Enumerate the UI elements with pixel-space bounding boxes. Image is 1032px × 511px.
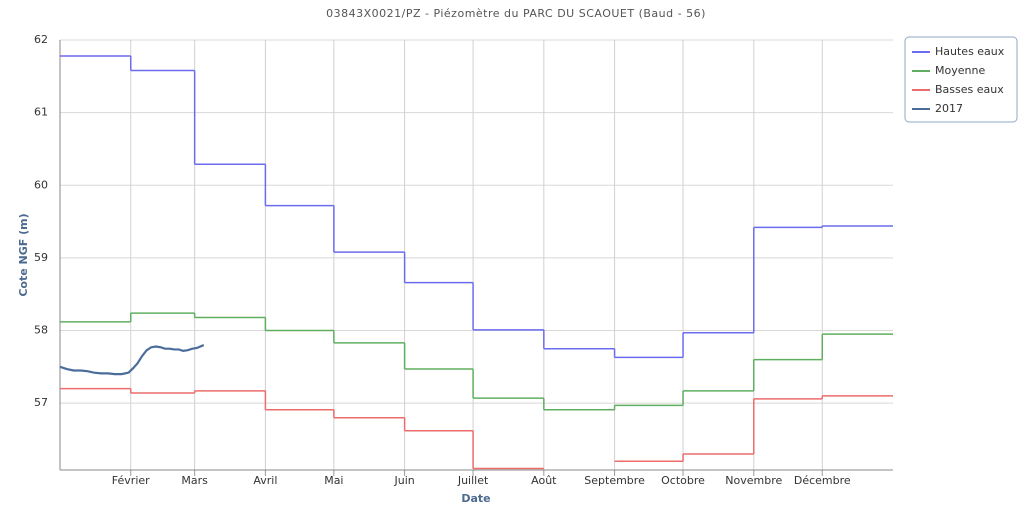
legend-label: Basses eaux	[935, 83, 1004, 96]
x-tick-label: Septembre	[584, 474, 645, 487]
series-line	[59, 344, 205, 376]
legend-label: Moyenne	[935, 64, 985, 77]
x-tick-label: Avril	[253, 474, 277, 487]
x-tick-label: Août	[531, 474, 557, 487]
x-tick-label: Mai	[324, 474, 343, 487]
x-tick-label: Décembre	[794, 474, 851, 487]
legend-box	[904, 36, 1018, 123]
chart-title: 03843X0021/PZ - Piézomètre du PARC DU SC…	[326, 7, 706, 20]
y-tick-label: 57	[34, 396, 48, 409]
x-tick-label: Juillet	[457, 474, 489, 487]
y-tick-label: 60	[34, 178, 48, 191]
x-tick-label: Février	[112, 474, 150, 487]
legend-label: 2017	[935, 102, 963, 115]
x-tick-label: Novembre	[725, 474, 782, 487]
y-tick-label: 62	[34, 33, 48, 46]
x-tick-label: Octobre	[661, 474, 705, 487]
y-axis-title: Cote NGF (m)	[17, 213, 30, 296]
y-tick-label: 58	[34, 324, 48, 337]
x-tick-label: Juin	[393, 474, 414, 487]
legend-label: Hautes eaux	[935, 45, 1005, 58]
y-tick-label: 61	[34, 106, 48, 119]
x-tick-label: Mars	[181, 474, 208, 487]
x-axis-title: Date	[461, 492, 490, 505]
y-tick-label: 59	[34, 251, 48, 264]
